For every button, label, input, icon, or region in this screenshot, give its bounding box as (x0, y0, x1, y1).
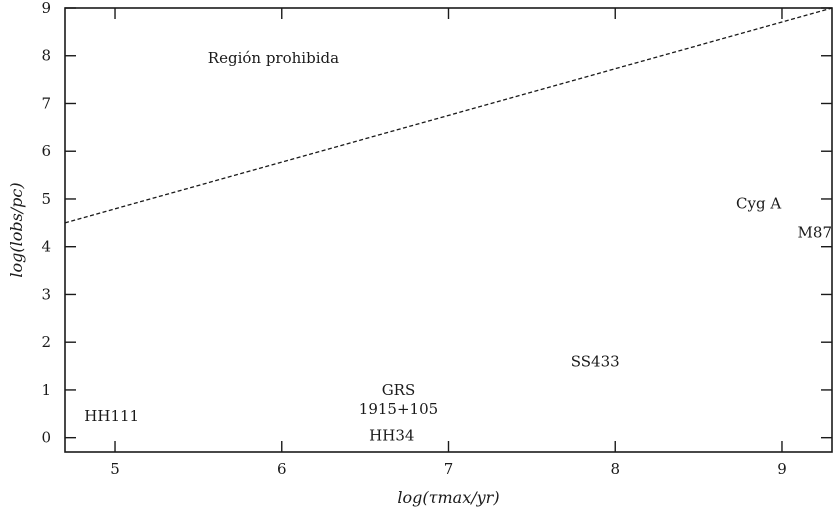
x-tick-label: 5 (110, 460, 120, 478)
y-axis-title: log(lobs/pc) (7, 182, 26, 277)
point-label: 1915+105 (359, 400, 438, 418)
y-tick-label: 3 (41, 285, 51, 303)
point-label: Cyg A (736, 195, 781, 213)
x-tick-label: 7 (444, 460, 454, 478)
y-tick-label: 5 (41, 190, 51, 208)
y-tick-label: 2 (41, 333, 51, 351)
point-label: GRS (382, 381, 416, 399)
point-label: HH34 (369, 426, 414, 444)
y-tick-label: 7 (41, 94, 51, 112)
plot-frame (64, 7, 833, 453)
x-tick-label: 6 (277, 460, 287, 478)
boundary-dashed-line (64, 7, 833, 224)
y-tick-label: 9 (41, 0, 51, 17)
x-tick-label: 8 (610, 460, 620, 478)
y-tick-label: 0 (41, 429, 51, 447)
point-label: HH111 (84, 407, 139, 425)
y-tick-label: 4 (41, 238, 51, 256)
point-label: M87 (798, 223, 832, 241)
y-tick-label: 1 (41, 381, 51, 399)
region-label: Región prohibida (208, 49, 339, 67)
x-axis-title: log(τmax/yr) (397, 488, 499, 507)
y-tick-label: 6 (41, 142, 51, 160)
x-tick-label: 9 (777, 460, 787, 478)
y-tick-label: 8 (41, 47, 51, 65)
point-label: SS433 (571, 352, 620, 370)
